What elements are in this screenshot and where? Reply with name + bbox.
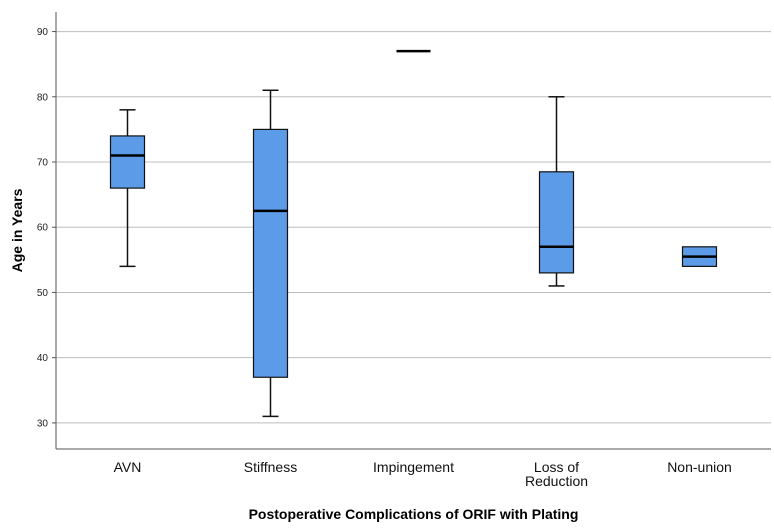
- x-category-label: AVN: [114, 459, 142, 475]
- gridlines: [56, 31, 771, 424]
- interquartile-box: [109, 135, 146, 189]
- box-loss-of-reduction: [538, 96, 575, 287]
- x-category-label: Stiffness: [244, 459, 297, 475]
- y-tick-label: 70: [37, 158, 49, 169]
- x-category-label: Loss of Reduction: [525, 459, 588, 489]
- box-series: [109, 49, 718, 418]
- y-tick-label: 90: [37, 27, 49, 38]
- x-category-label-line: Reduction: [525, 473, 588, 489]
- box-avn: [109, 109, 146, 268]
- x-category-label-line: Impingement: [373, 459, 454, 475]
- interquartile-box: [538, 171, 575, 274]
- x-axis-title: Postoperative Complications of ORIF with…: [249, 506, 579, 522]
- x-category-label: Impingement: [373, 459, 454, 475]
- x-category-label-line: Non-union: [667, 459, 732, 475]
- x-category-label-line: AVN: [114, 459, 142, 475]
- x-category-label: Non-union: [667, 459, 732, 475]
- x-category-label-line: Loss of: [534, 459, 579, 475]
- box-stiffness: [252, 89, 289, 418]
- y-tick-label: 30: [37, 418, 49, 429]
- x-axis-categories: AVN Stiffness Impingement Loss of Reduction N…: [114, 459, 732, 489]
- y-tick-label: 80: [37, 92, 49, 103]
- y-axis-title: Age in Years: [9, 188, 25, 272]
- interquartile-box: [252, 128, 289, 378]
- y-tick-label: 50: [37, 288, 49, 299]
- y-tick-label: 60: [37, 223, 49, 234]
- x-category-label-line: Stiffness: [244, 459, 297, 475]
- box-non-union: [681, 246, 718, 267]
- y-tick-label: 40: [37, 353, 49, 364]
- y-axis-ticks: 30 40 50 60 70 80 90: [37, 27, 56, 429]
